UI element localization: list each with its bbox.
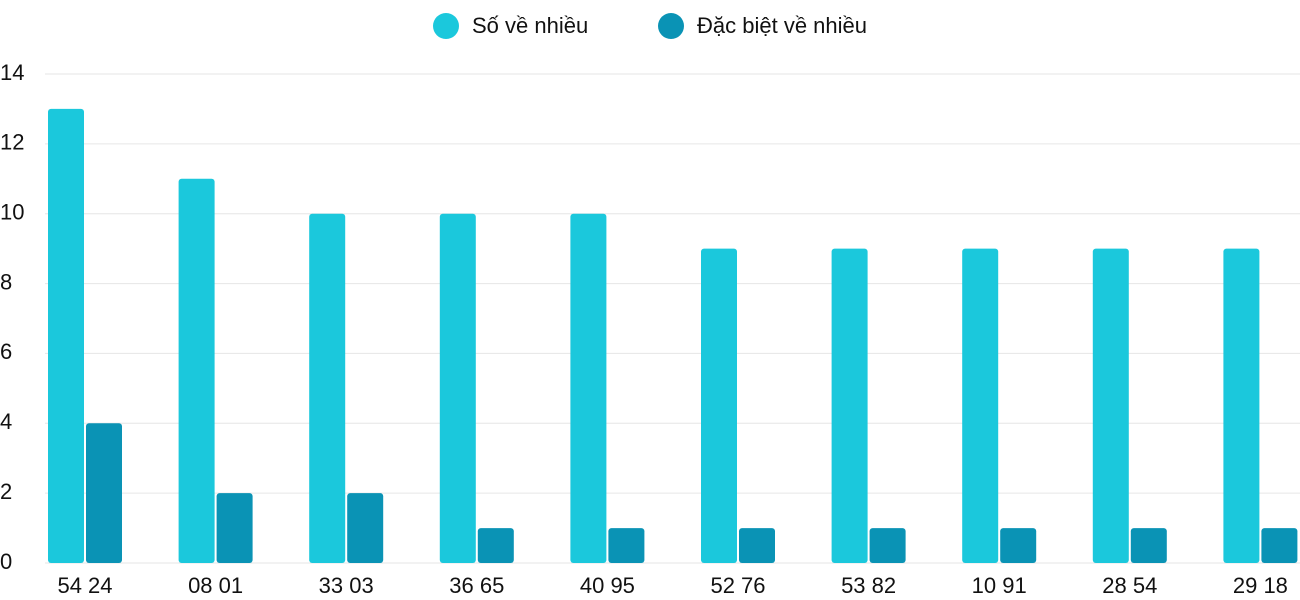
legend-marker [433,13,459,39]
x-tick-label: 52 76 [710,573,765,598]
bar [309,213,346,563]
bar [962,248,999,563]
legend-label: Đặc biệt về nhiều [697,13,867,38]
x-tick-label: 54 24 [57,573,112,598]
bar [1000,528,1037,563]
bar [48,108,84,563]
bar [216,493,253,563]
bar [1261,528,1298,563]
x-tick-label: 53 82 [841,573,896,598]
bar [439,213,476,563]
bar [701,248,737,563]
bar [178,178,215,564]
bar [831,248,868,563]
x-tick-label: 28 54 [1102,573,1157,598]
x-tick-label: 40 95 [580,573,635,598]
bar [869,528,906,563]
x-tick-label: 10 91 [972,573,1027,598]
bar [570,213,607,563]
y-tick-label: 6 [0,339,12,364]
y-tick-label: 0 [0,549,12,574]
bar [739,528,775,563]
legend-marker [658,13,684,39]
bar [1130,528,1167,563]
x-tick-label: 29 18 [1233,573,1288,598]
bar [608,528,645,563]
y-tick-label: 12 [0,130,24,155]
bar [86,423,122,563]
bar [1223,248,1260,563]
y-tick-label: 8 [0,269,12,294]
y-tick-label: 4 [0,409,12,434]
legend-label: Số về nhiều [472,13,588,38]
bar [1092,248,1129,563]
bar [347,493,384,563]
bar [477,528,514,563]
x-tick-label: 08 01 [188,573,243,598]
y-tick-label: 10 [0,200,24,225]
x-tick-label: 33 03 [319,573,374,598]
y-tick-label: 14 [0,60,24,85]
y-tick-label: 2 [0,479,12,504]
x-tick-label: 36 65 [449,573,504,598]
